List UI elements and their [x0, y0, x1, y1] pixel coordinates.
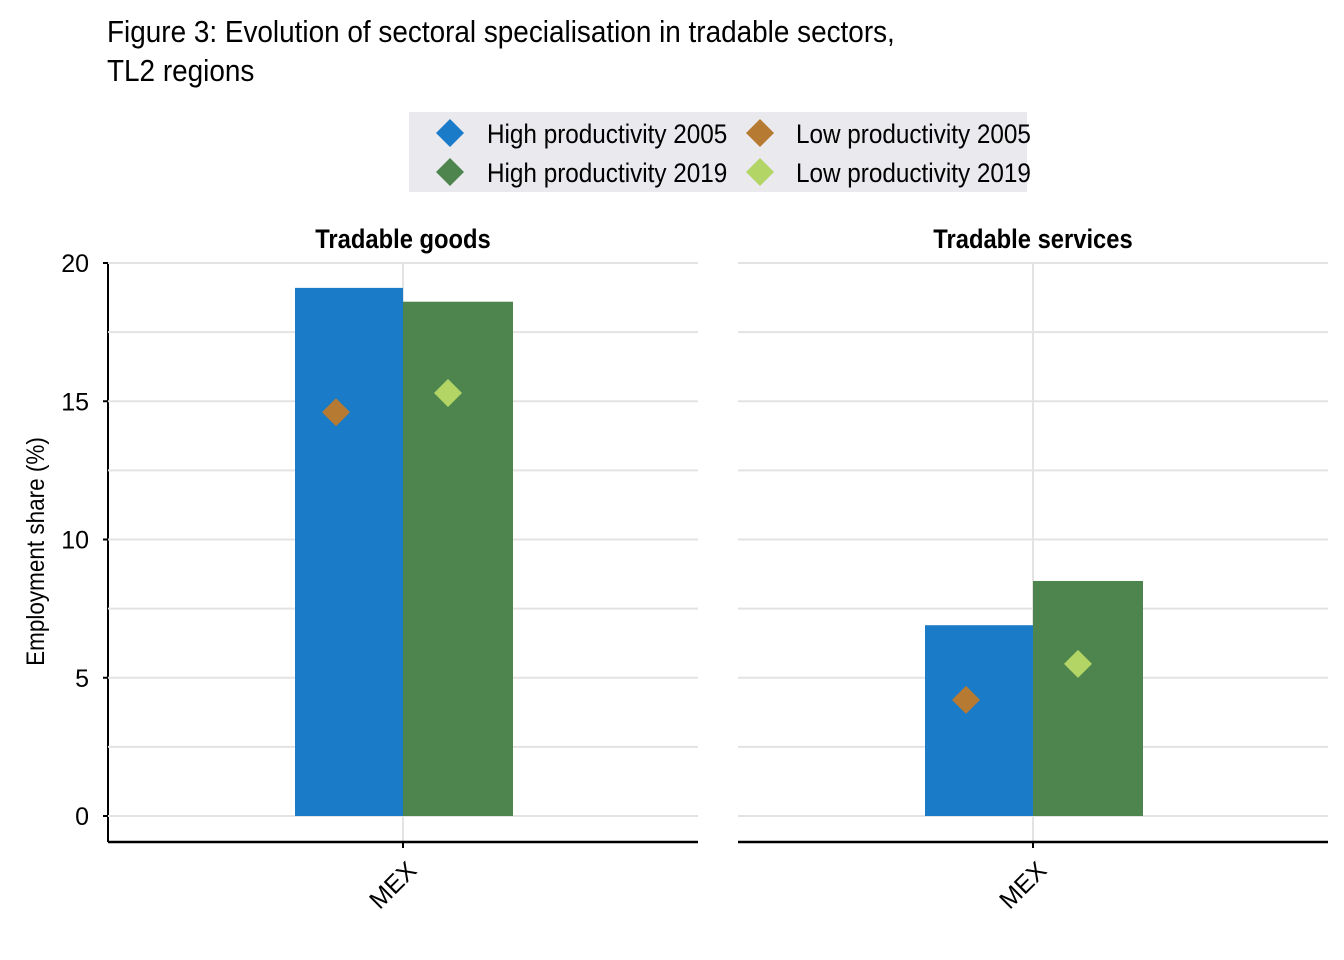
y-tick-label-5: 5 [75, 665, 89, 693]
figure-title: Figure 3: Evolution of sectoral speciali… [107, 14, 895, 88]
panel-0: Tradable goods MEX [108, 225, 698, 915]
y-tick-label-0: 0 [75, 803, 89, 831]
legend-background [409, 112, 1027, 192]
bar-high_2019 [1033, 580, 1143, 816]
axes: 0 5 10 15 20 Employment share (%) [22, 250, 109, 842]
legend-label-high_2019: High productivity 2019 [487, 159, 727, 188]
bar-high_2005 [295, 287, 403, 816]
y-tick-label-10: 10 [61, 527, 89, 555]
legend-swatch-high_2019 [436, 158, 464, 186]
y-tick-label-15: 15 [61, 388, 89, 416]
marker-low_2019 [434, 378, 462, 407]
marker-low_2005 [952, 685, 980, 714]
marker-low_2019 [1064, 649, 1092, 678]
marker-low_2005 [322, 398, 350, 427]
legend-swatch-low_2005 [746, 119, 774, 147]
legend-label-low_2019: Low productivity 2019 [796, 159, 1031, 188]
bar-high_2019 [403, 301, 513, 817]
x-tick-label: MEX [994, 856, 1052, 914]
legend-swatch-high_2005 [436, 119, 464, 147]
bar-high_2005 [925, 625, 1033, 816]
panels: Tradable goods MEX Tradable services MEX [108, 225, 1328, 915]
legend: High productivity 2005 Low productivity 2… [409, 112, 1031, 192]
panel-title: Tradable services [933, 225, 1132, 255]
y-axis-label: Employment share (%) [22, 437, 50, 666]
y-tick-label-20: 20 [61, 250, 89, 278]
panel-title: Tradable goods [315, 225, 491, 255]
x-tick-label: MEX [364, 856, 422, 914]
legend-label-low_2005: Low productivity 2005 [796, 120, 1031, 149]
panel-1: Tradable services MEX [738, 225, 1328, 915]
legend-label-high_2005: High productivity 2005 [487, 120, 727, 149]
legend-swatch-low_2019 [746, 158, 774, 186]
